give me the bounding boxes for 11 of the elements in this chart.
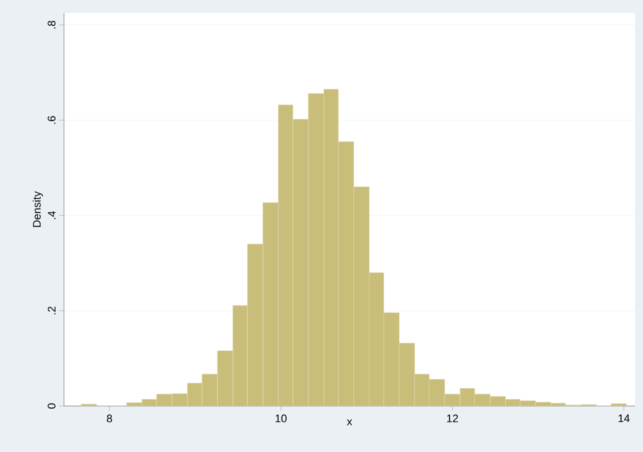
y-tick-label: .8 <box>48 20 56 28</box>
y-tick-label: 0 <box>48 403 56 409</box>
x-tick-label: 14 <box>618 414 630 422</box>
x-axis-title: x <box>346 420 352 426</box>
x-tick-label: 12 <box>447 414 458 422</box>
y-axis-title: Density <box>32 191 43 227</box>
x-tick-label: 8 <box>106 414 112 422</box>
y-tick-label: .4 <box>48 211 56 220</box>
y-tick-label: .2 <box>48 306 56 314</box>
x-tick-label: 10 <box>276 414 287 422</box>
y-tick-label: .6 <box>48 116 56 124</box>
